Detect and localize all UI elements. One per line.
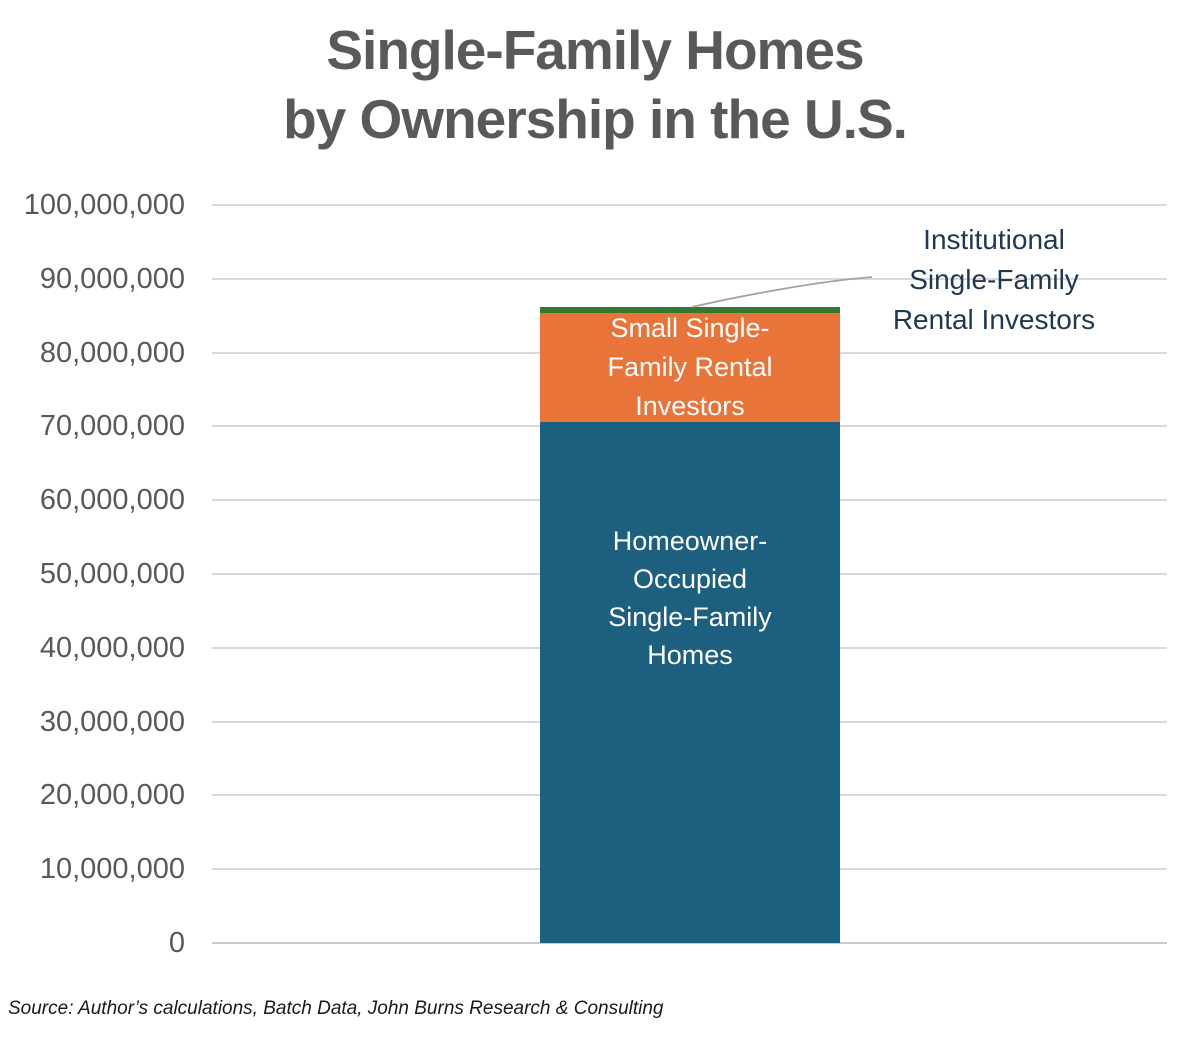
y-axis-tick-label: 60,000,000 [39, 484, 185, 517]
y-axis-tick-label: 100,000,000 [23, 189, 185, 221]
chart-title-line-1: Single-Family Homes [326, 19, 864, 81]
bar-segment-label-line: Family Rental [607, 352, 773, 383]
bar-segment-label: Homeowner- Occupied Single-Family Homes [540, 422, 840, 943]
bar-segment-label: Small Single- Family Rental Investors [540, 313, 840, 421]
y-axis-tick-label: 0 [168, 927, 185, 959]
bar-segment-label-line: Homes [647, 639, 733, 670]
bar-segment-homeowner_occupied: Homeowner- Occupied Single-Family Homes [540, 421, 840, 943]
source-note: Source: Author’s calculations, Batch Dat… [8, 998, 664, 1019]
gridline [212, 277, 1167, 280]
chart-title: Single-Family Homes by Ownership in the … [0, 16, 1190, 154]
y-axis-tick-label: 20,000,000 [39, 779, 185, 812]
y-axis-tick-label: 90,000,000 [39, 262, 185, 295]
annotation-line: Single-Family [909, 264, 1079, 295]
institutional-annotation: Institutional Single-Family Rental Inves… [858, 220, 1130, 340]
gridline [212, 204, 1167, 206]
y-axis-tick-label: 50,000,000 [39, 558, 185, 590]
y-axis-tick-label: 30,000,000 [39, 705, 185, 738]
y-axis-tick-label: 70,000,000 [39, 410, 185, 443]
chart-title-line-2: by Ownership in the U.S. [283, 88, 908, 150]
y-axis-tick-label: 80,000,000 [39, 336, 185, 369]
bar-segment-label-line: Homeowner- [612, 525, 768, 556]
y-axis-tick-label: 10,000,000 [39, 853, 185, 886]
bar-segment-small_investors: Small Single- Family Rental Investors [540, 313, 840, 422]
annotation-line: Rental Investors [892, 304, 1096, 335]
bar-segment-label-line: Single-Family [608, 601, 772, 632]
bar-segment-label-line: Small Single- [610, 313, 770, 344]
y-axis-tick-label: 40,000,000 [39, 631, 185, 664]
bar-segment-label-line: Occupied [632, 563, 748, 594]
gridline [212, 942, 1167, 944]
annotation-line: Institutional [923, 224, 1065, 255]
bar-segment-label-line: Investors [635, 391, 745, 422]
bar-segment-institutional_investors [540, 306, 840, 314]
